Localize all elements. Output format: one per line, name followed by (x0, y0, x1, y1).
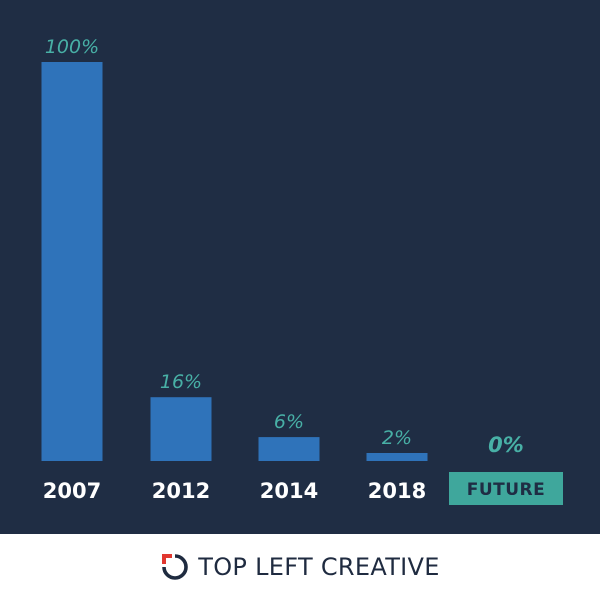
value-label-2007: 100% (45, 36, 99, 58)
value-label-2018: 2% (382, 427, 412, 449)
value-label-future: 0% (488, 433, 524, 457)
brand[interactable]: TOP LEFT CREATIVE (160, 552, 439, 582)
bar-2014 (258, 437, 320, 461)
bar-chart: 100% 16% 6% 2% 0% 2007 2012 2014 2018 FUTURE (0, 0, 600, 534)
brand-name: TOP LEFT CREATIVE (198, 553, 440, 581)
value-labels: 100% 16% 6% 2% 0% (45, 36, 524, 457)
chart-panel: 100% 16% 6% 2% 0% 2007 2012 2014 2018 FUTURE (0, 0, 600, 534)
bar-2007 (41, 62, 103, 461)
bars (41, 62, 428, 461)
category-label-2007: 2007 (43, 479, 101, 503)
category-label-future: FUTURE (467, 480, 546, 500)
category-labels: 2007 2012 2014 2018 FUTURE (43, 472, 563, 505)
value-label-2014: 6% (274, 411, 304, 433)
footer: TOP LEFT CREATIVE (0, 534, 600, 600)
logo-corner-cutout (166, 558, 173, 564)
future-highlight-box (449, 472, 563, 505)
bar-2012 (150, 397, 212, 461)
category-label-2012: 2012 (152, 479, 210, 503)
category-label-2014: 2014 (260, 479, 318, 503)
logo-arc (162, 554, 189, 580)
top-left-creative-logo-icon (162, 554, 189, 580)
value-label-2012: 16% (160, 371, 202, 393)
bar-2018 (366, 453, 428, 461)
category-label-2018: 2018 (368, 479, 426, 503)
